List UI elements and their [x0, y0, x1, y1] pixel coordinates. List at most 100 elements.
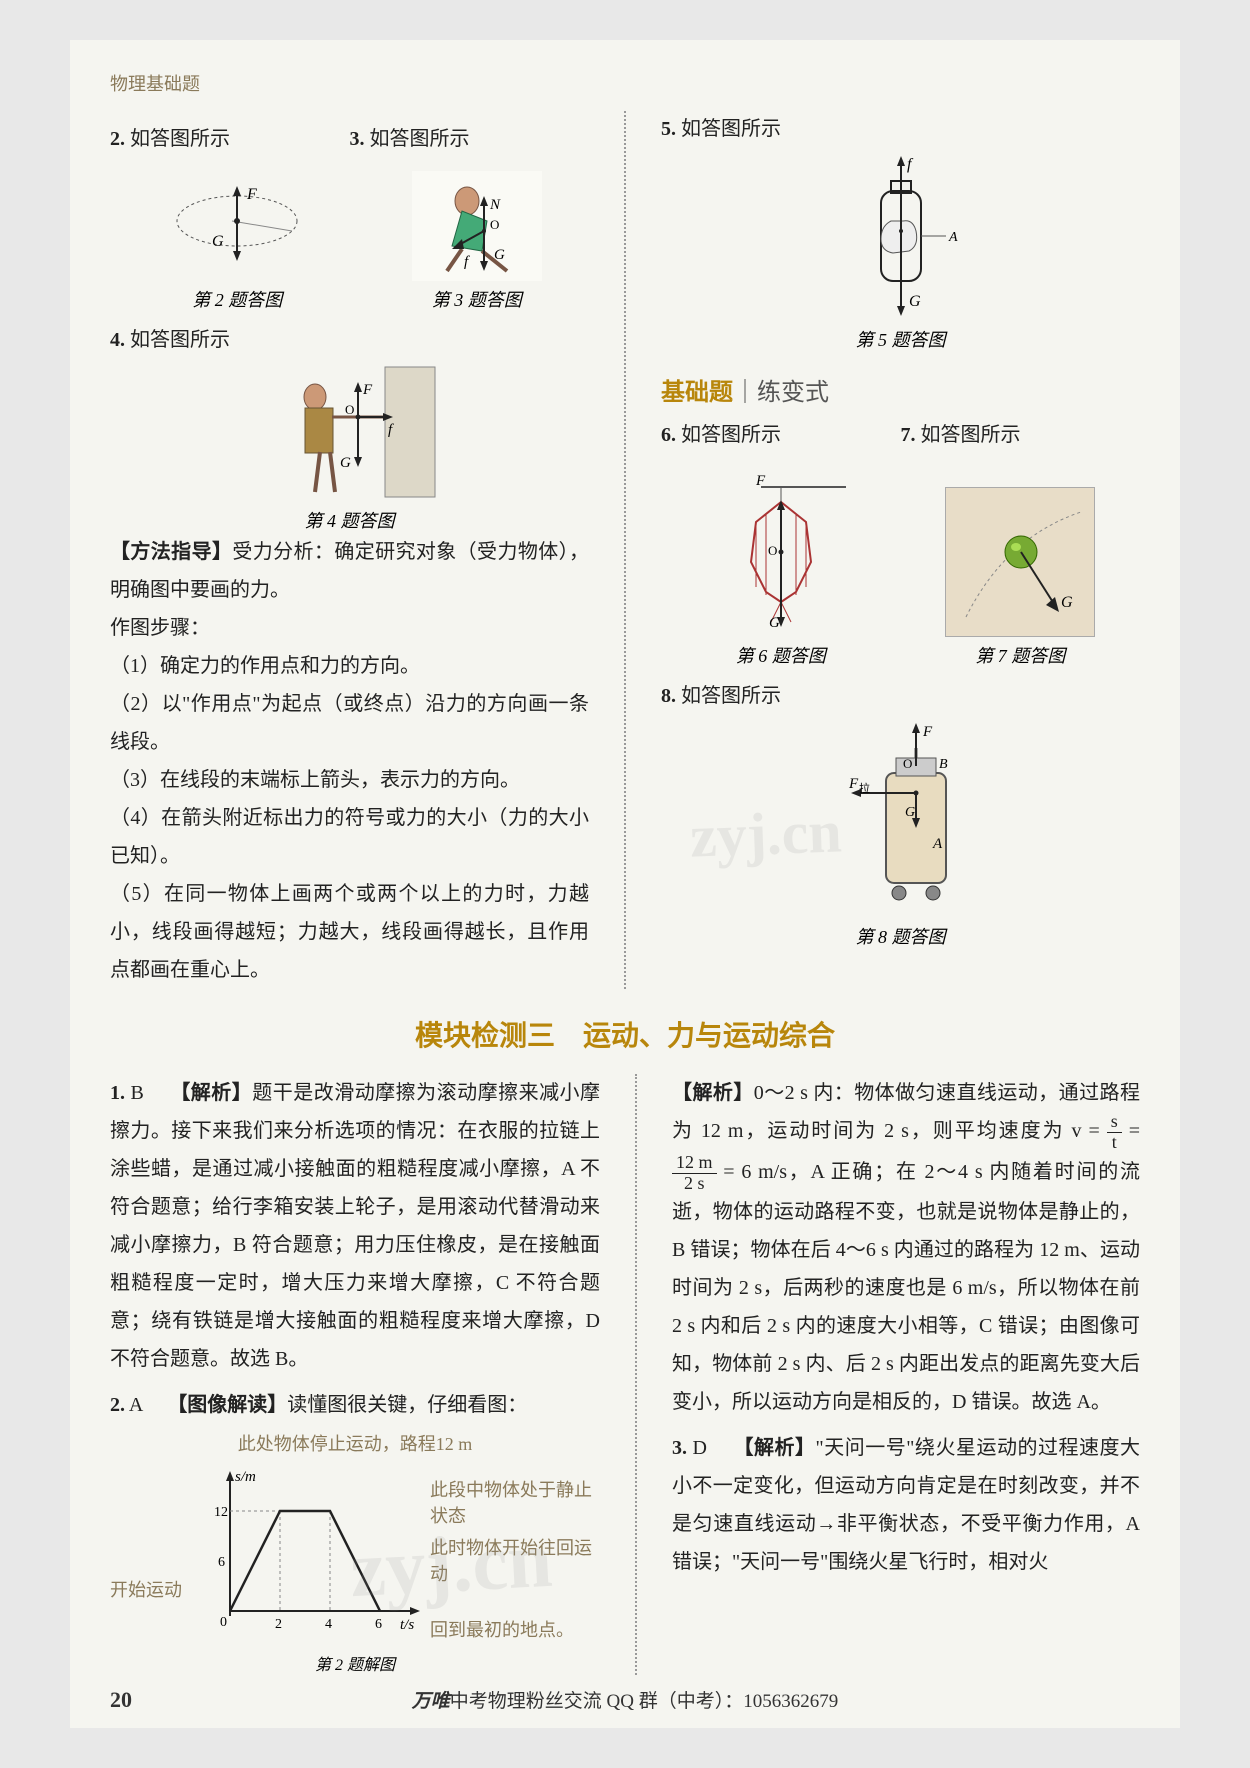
section-main: 基础题 [661, 380, 733, 406]
fig-8-caption: 第 8 题答图 [856, 923, 946, 949]
fig-7-caption: 第 7 题答图 [975, 642, 1065, 668]
fig-row-6-7: F G O 第 6 题答图 [661, 467, 1140, 668]
svg-text:G: G [769, 615, 780, 631]
q3b-ans: D [693, 1437, 707, 1459]
upper-left-column: 2. 如答图所示 3. 如答图所示 F [110, 111, 589, 989]
svg-text:F: F [922, 724, 933, 740]
fig-7: G 第 7 题答图 [945, 487, 1095, 668]
svg-text:F: F [362, 382, 373, 398]
frac-1-top: s [1107, 1112, 1122, 1133]
q3-line: 3. 如答图所示 [350, 121, 590, 157]
column-divider-lower [635, 1074, 637, 1675]
svg-text:G: G [1061, 594, 1073, 611]
svg-text:A: A [932, 836, 943, 852]
section-title: 基础题｜练变式 [661, 372, 1140, 407]
svg-text:G: G [340, 455, 351, 471]
q3-num: 3. [350, 128, 365, 150]
section-sub: ｜练变式 [733, 380, 829, 406]
q2c-eq1: = [1129, 1120, 1140, 1142]
fig-4-svg: F f G O [260, 362, 440, 502]
svg-text:4: 4 [325, 1617, 332, 1632]
footer-msg: 中考物理粉丝交流 QQ 群（中考）： [450, 1691, 743, 1712]
method-step-2: （2）以"作用点"为起点（或终点）沿力的方向画一条线段。 [110, 685, 589, 761]
svg-text:t/s: t/s [400, 1617, 414, 1633]
frac-2-bot: 2 s [680, 1174, 709, 1194]
header-subject: 物理基础题 [110, 70, 1140, 96]
q2-text: 如答图所示 [130, 128, 230, 150]
fig-2-svg: F G [157, 171, 317, 281]
lower-left-column: 1. B 【解析】题干是改滑动摩擦为滚动摩擦来减小摩擦力。接下来我们来分析选项的… [110, 1074, 600, 1675]
q5-text: 如答图所示 [681, 118, 781, 140]
fig-7-box: G [945, 487, 1095, 637]
method-step-3: （3）在线段的末端标上箭头，表示力的方向。 [110, 761, 589, 799]
svg-text:G: G [905, 805, 915, 820]
fig-4-caption: 第 4 题答图 [305, 507, 395, 533]
svg-text:G: G [494, 247, 505, 263]
footer-brand: 万唯 [412, 1691, 450, 1712]
method-step-5: （5）在同一物体上画两个或两个以上的力时，力越小，线段画得越短；力越大，线段画得… [110, 875, 589, 989]
fig-8: A B O F F拉 G 第 8 题答图 [801, 718, 1001, 949]
frac-1-bot: t [1108, 1133, 1121, 1153]
footer-text: 万唯中考物理粉丝交流 QQ 群（中考）：1056362679 [70, 1686, 1180, 1713]
lower-columns: 1. B 【解析】题干是改滑动摩擦为滚动摩擦来减小摩擦力。接下来我们来分析选项的… [110, 1074, 1140, 1675]
fig-2-caption: 第 2 题答图 [192, 286, 282, 312]
upper-right-column: 5. 如答图所示 f G A 第 5 题答图 [661, 111, 1140, 989]
method-block: 【方法指导】受力分析：确定研究对象（受力物体），明确图中要画的力。 [110, 533, 589, 609]
q2-annot-3: 此时物体开始往回运动 [430, 1534, 600, 1586]
svg-text:O: O [903, 756, 912, 771]
q2-q3-row: 2. 如答图所示 3. 如答图所示 [110, 121, 589, 161]
q8-num: 8. [661, 685, 676, 707]
svg-text:12: 12 [214, 1505, 228, 1520]
q6-text: 如答图所示 [681, 424, 781, 446]
svg-text:F: F [848, 776, 859, 792]
fig-row-2-3: F G 第 2 题答图 [110, 171, 589, 312]
q5-line: 5. 如答图所示 [661, 111, 1140, 147]
footer-qq: 1056362679 [743, 1691, 838, 1712]
fig-5-svg: f G A [831, 151, 971, 321]
fig-3: N f G O 第 3 题答图 [412, 171, 542, 312]
svg-text:O: O [345, 402, 354, 417]
q2-block-header: 2. A 【图像解读】读懂图很关键，仔细看图： [110, 1386, 600, 1424]
q2c-text3: = 6 m/s，A 正确；在 2～4 s 内随着时间的流逝，物体的运动路程不变，… [672, 1161, 1140, 1414]
fig-5-caption: 第 5 题答图 [856, 326, 946, 352]
q2-analysis: 【解析】0～2 s 内：物体做匀速直线运动，通过路程为 12 m，运动时间为 2… [672, 1074, 1140, 1421]
fig-6-caption: 第 6 题答图 [736, 642, 826, 668]
q2b-label: 【图像解读】 [167, 1394, 287, 1416]
q3b-label: 【解析】 [734, 1437, 816, 1459]
q3-text: 如答图所示 [370, 128, 470, 150]
q2-graph-wrap: 此处物体停止运动，路程12 m 开始运动 s/m t/s 12 6 [110, 1430, 600, 1675]
method-step-4: （4）在箭头附近标出力的符号或力的大小（力的大小已知）。 [110, 799, 589, 875]
lower-right-column: 【解析】0～2 s 内：物体做匀速直线运动，通过路程为 12 m，运动时间为 2… [672, 1074, 1140, 1675]
svg-text:f: f [464, 254, 470, 270]
svg-text:G: G [212, 233, 224, 250]
q2-graph-svg: s/m t/s 12 6 0 2 4 6 [200, 1461, 430, 1641]
q2-annot-end: 回到最初的地点。 [430, 1616, 600, 1642]
q1-text: 题干是改滑动摩擦为滚动摩擦来减小摩擦力。接下来我们来分析选项的情况：在衣服的拉链… [110, 1082, 600, 1370]
svg-text:拉: 拉 [859, 781, 870, 795]
svg-text:2: 2 [275, 1617, 282, 1632]
q4-num: 4. [110, 329, 125, 351]
q6-num: 6. [661, 424, 676, 446]
fig-6: F G O 第 6 题答图 [706, 467, 856, 668]
page-container: 物理基础题 2. 如答图所示 3. 如答图所示 [70, 40, 1180, 1728]
q4-text: 如答图所示 [130, 329, 230, 351]
q1-ans: B [131, 1082, 144, 1104]
q1-block: 1. B 【解析】题干是改滑动摩擦为滚动摩擦来减小摩擦力。接下来我们来分析选项的… [110, 1074, 600, 1378]
method-title: 【方法指导】 [110, 541, 232, 563]
q2b-num: 2. [110, 1394, 125, 1416]
q2-graph-caption: 第 2 题解图 [110, 1651, 600, 1675]
fig-6-svg: F G O [706, 467, 856, 637]
svg-text:A: A [948, 230, 958, 245]
q2c-label: 【解析】 [672, 1082, 754, 1104]
svg-text:B: B [939, 757, 948, 772]
q7-num: 7. [901, 424, 916, 446]
q6-line: 6. 如答图所示 [661, 417, 901, 453]
q2-right-annots: 此段中物体处于静止状态 此时物体开始往回运动 回到最初的地点。 [430, 1456, 600, 1642]
svg-text:F: F [246, 186, 257, 203]
q2-annot-1: 此处物体停止运动，路程12 m [110, 1430, 600, 1456]
q2-annot-start: 开始运动 [110, 1580, 182, 1600]
q3-block: 3. D 【解析】"天问一号"绕火星运动的过程速度大小不一定变化，但运动方向肯定… [672, 1429, 1140, 1581]
svg-text:G: G [909, 293, 921, 310]
svg-text:f: f [907, 156, 914, 173]
q6-q7-row: 6. 如答图所示 7. 如答图所示 [661, 417, 1140, 457]
